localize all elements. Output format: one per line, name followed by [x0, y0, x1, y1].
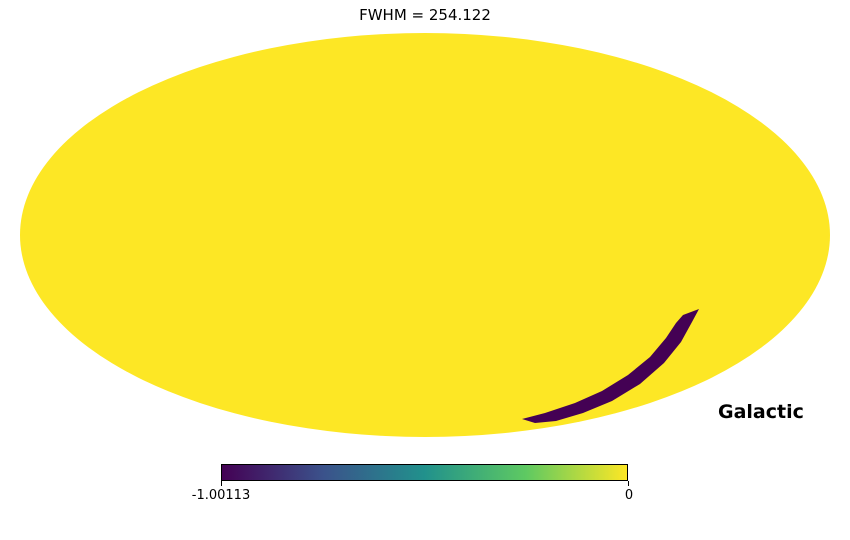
coordinate-system-label: Galactic: [718, 401, 804, 423]
colorbar-max-label: 0: [624, 488, 634, 503]
negative-value-arc-region: [522, 309, 699, 423]
colorbar: [221, 464, 628, 481]
sky-map-ellipse: [20, 33, 830, 437]
colorbar-min-label: -1.00113: [191, 488, 251, 503]
map-title: FWHM = 254.122: [359, 6, 491, 24]
colorbar-min-tick: [221, 481, 222, 486]
colorbar-max-tick: [628, 481, 629, 486]
